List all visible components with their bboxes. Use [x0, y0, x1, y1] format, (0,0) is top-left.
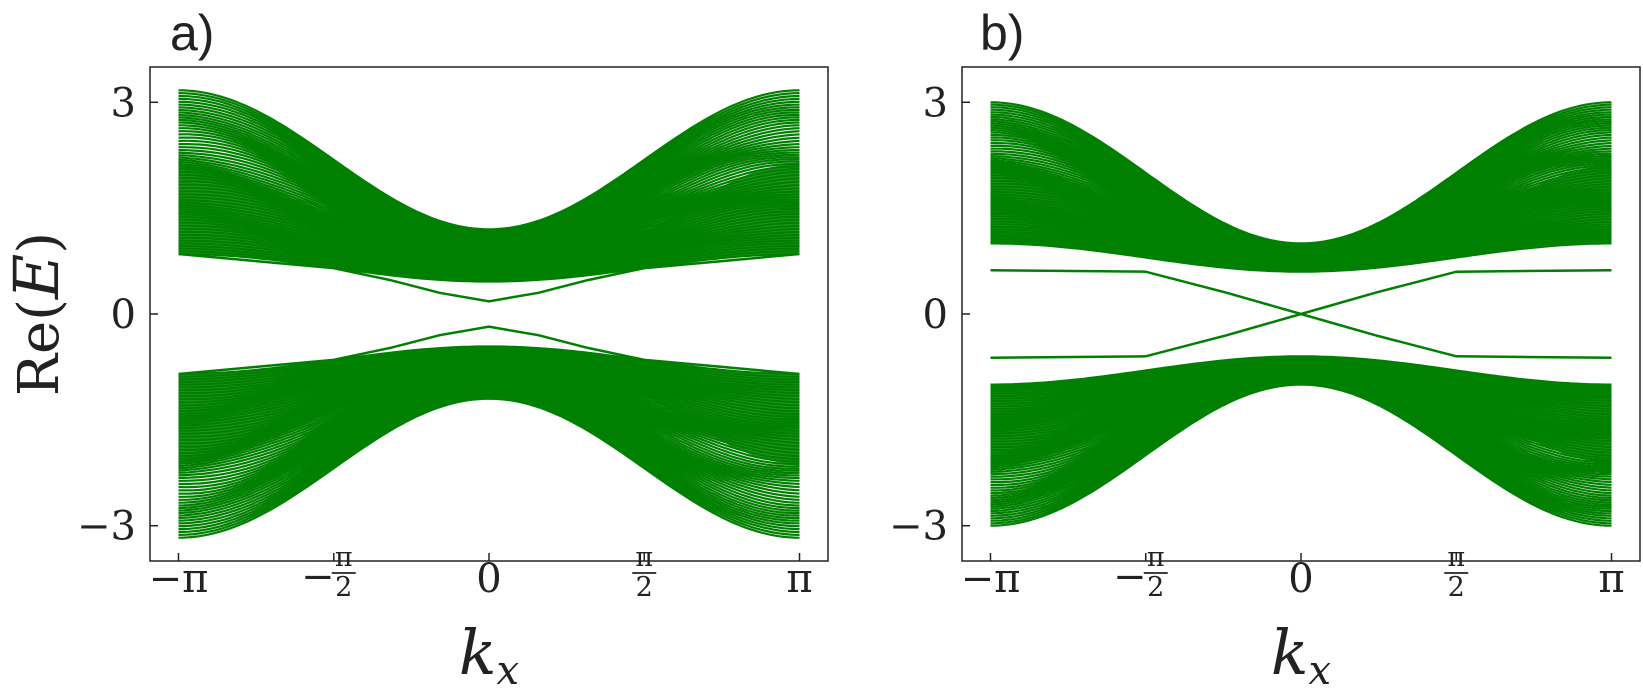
- panel-a-y-tick-label: 0: [111, 292, 136, 338]
- panel-a-series: [178, 252, 800, 376]
- panel-b-x-tick-label: −π: [961, 556, 1021, 602]
- panel-b-y-ticks: 3 0 −3: [889, 80, 970, 550]
- panel-b-label: b): [980, 5, 1024, 61]
- svg-text:2: 2: [636, 572, 653, 603]
- panel-b-y-tick-label: −3: [889, 504, 948, 550]
- xlabel-subscript: x: [497, 648, 520, 694]
- panel-a-band-core: [178, 164, 800, 282]
- svg-text:π: π: [1447, 542, 1465, 573]
- panel-b-band-core: [990, 356, 1612, 463]
- panel-a-x-tick-label: − π2: [301, 542, 356, 603]
- panel-a-label: a): [170, 5, 214, 61]
- svg-text:2: 2: [1448, 572, 1465, 603]
- xlabel-subscript: x: [1309, 648, 1332, 694]
- xlabel-main: k: [459, 616, 497, 689]
- panel-a-x-ticks: −π − π2 0 π2 π: [149, 542, 813, 603]
- panel-b-x-tick-label: π: [1598, 556, 1624, 602]
- svg-text:π: π: [1147, 542, 1165, 573]
- ylabel-text: Re(: [7, 299, 72, 396]
- panel-b-y-tick-label: 3: [923, 80, 948, 126]
- panel-a-y-axis-label: Re(E): [0, 232, 73, 396]
- panel-b-x-ticks: −π − π2 0 π2 π: [961, 542, 1625, 603]
- xlabel-main: k: [1271, 616, 1309, 689]
- panel-a-y-tick-label: 3: [111, 80, 136, 126]
- ylabel-variable: E: [0, 254, 73, 300]
- svg-text:−: −: [301, 554, 335, 600]
- svg-text:π: π: [635, 542, 653, 573]
- panel-a-x-tick-label: 0: [476, 556, 501, 602]
- panel-b-band-core: [990, 165, 1612, 272]
- panel-a-x-tick-label: π: [786, 556, 812, 602]
- panel-b: b) −π − π2 0 π2 π 30−3 kx: [889, 5, 1641, 694]
- panel-a-band-line: [178, 397, 800, 539]
- svg-text:−: −: [1113, 554, 1147, 600]
- panel-a-x-axis-label: kx: [459, 616, 519, 694]
- panel-b-x-tick-label: − π2: [1113, 542, 1168, 603]
- panel-a-edge-state-1: [178, 252, 800, 303]
- panel-b-x-tick-label: 0: [1288, 556, 1313, 602]
- svg-text:2: 2: [1147, 572, 1164, 603]
- ylabel-close: ): [7, 232, 72, 254]
- panel-a-x-tick-label: −π: [149, 556, 209, 602]
- panel-a-y-tick-label: −3: [77, 504, 136, 550]
- panel-b-bands: [990, 101, 1612, 527]
- panel-a-band-core: [178, 346, 800, 464]
- panel-a-y-ticks: 3 0 −3: [77, 80, 158, 550]
- panel-b-series: [990, 268, 1612, 360]
- panel-b-x-axis-label: kx: [1271, 616, 1331, 694]
- panel-a-edge-state-2: [178, 325, 800, 376]
- panel-b-band-line: [990, 101, 1612, 245]
- panel-b-band-line: [990, 383, 1612, 527]
- panel-b-edge-state-2: [990, 268, 1612, 360]
- panel-a-x-tick-label: π2: [632, 542, 657, 603]
- panel-a: a) −π − π2 0 π2 π 30−3 Re(E) kx: [0, 5, 829, 694]
- svg-text:2: 2: [335, 572, 352, 603]
- panel-a-bands: [178, 89, 800, 539]
- panel-b-y-tick-label: 0: [923, 292, 948, 338]
- panel-b-x-tick-label: π2: [1444, 542, 1469, 603]
- svg-text:π: π: [335, 542, 353, 573]
- panel-a-band-line: [178, 89, 800, 231]
